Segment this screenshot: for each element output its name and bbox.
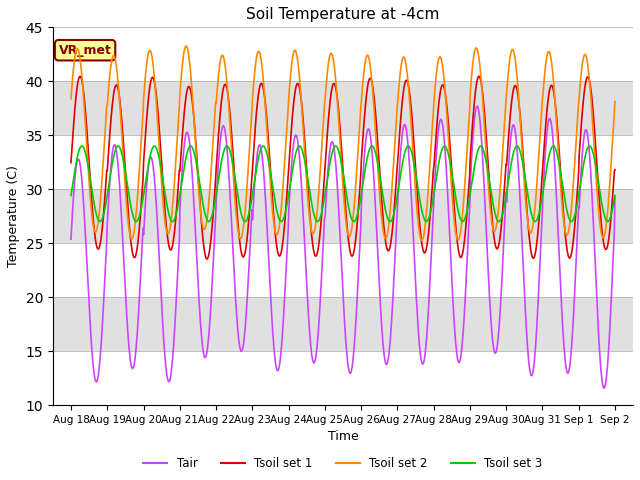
Y-axis label: Temperature (C): Temperature (C) [7, 165, 20, 267]
X-axis label: Time: Time [328, 430, 358, 444]
Bar [53, 81, 633, 135]
Bar [53, 27, 633, 81]
Legend: Tair, Tsoil set 1, Tsoil set 2, Tsoil set 3: Tair, Tsoil set 1, Tsoil set 2, Tsoil se… [139, 452, 547, 475]
Title: Soil Temperature at -4cm: Soil Temperature at -4cm [246, 7, 440, 22]
Bar [53, 297, 633, 351]
Bar [53, 243, 633, 297]
Bar [53, 189, 633, 243]
Bar [53, 135, 633, 189]
Text: VR_met: VR_met [59, 44, 111, 57]
Bar [53, 351, 633, 405]
